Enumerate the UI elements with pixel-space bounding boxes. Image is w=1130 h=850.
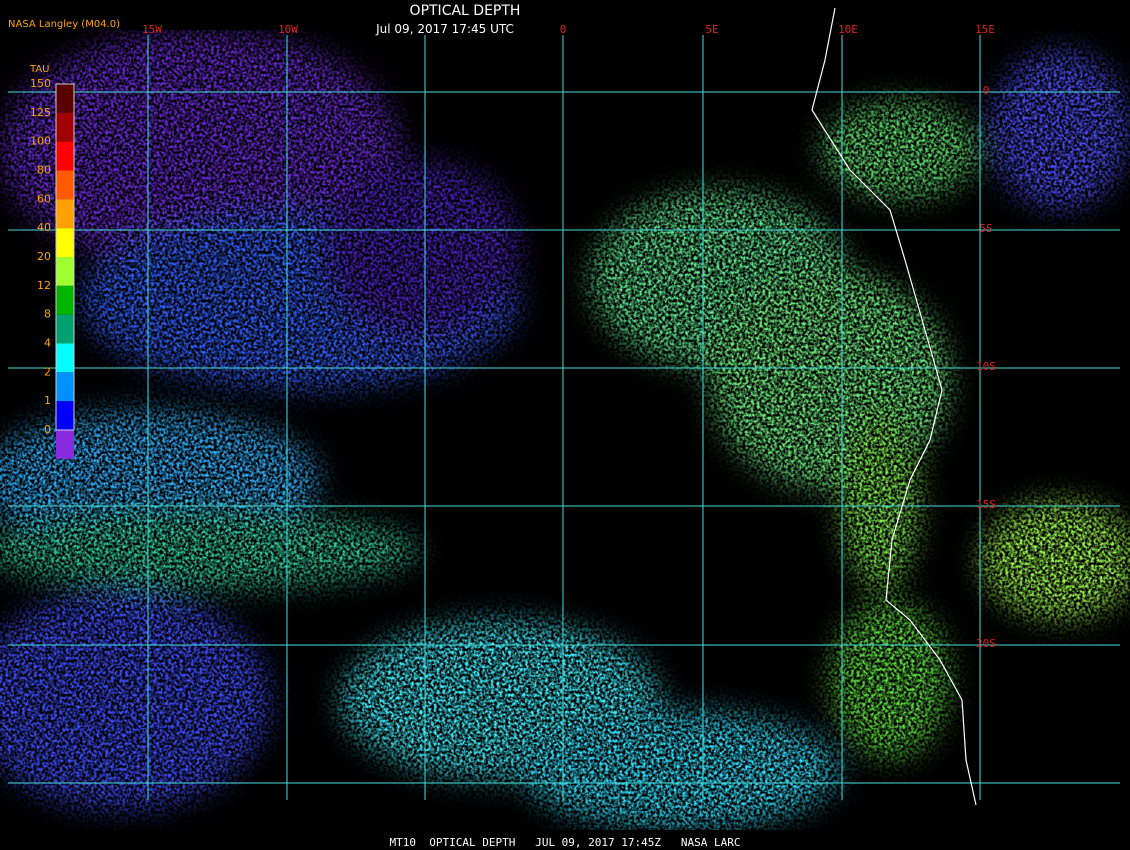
lon-label: 10W — [278, 23, 298, 36]
legend-frame — [55, 83, 75, 431]
latitude-labels: 0 5S 10S 15S 20S — [976, 84, 996, 650]
lon-label: 15E — [975, 23, 995, 36]
legend-swatch — [56, 257, 74, 286]
lat-label: 15S — [976, 498, 996, 511]
legend-swatch — [56, 401, 74, 430]
legend-label: 0 — [44, 423, 51, 436]
legend-label: 2 — [44, 365, 51, 378]
datetime: Jul 09, 2017 17:45 UTC — [375, 22, 514, 36]
title: OPTICAL DEPTH — [410, 3, 521, 19]
legend-label: 20 — [37, 250, 51, 263]
lat-label: 20S — [976, 637, 996, 650]
legend-label: 1 — [44, 394, 51, 407]
longitude-labels: 15W 10W 0 5E 10E 15E — [142, 23, 995, 36]
legend-label: 40 — [37, 221, 51, 234]
credit: NASA Langley (M04.0) — [8, 19, 120, 30]
legend-label: 12 — [37, 279, 51, 292]
legend-swatch — [56, 170, 74, 200]
lat-label: 5S — [979, 222, 992, 235]
lat-label: 10S — [976, 360, 996, 373]
footer: MT10 OPTICAL DEPTH JUL 09, 2017 17:45Z N… — [390, 836, 741, 849]
lon-label: 10E — [838, 23, 858, 36]
legend-swatch — [56, 372, 74, 402]
legend-label: 8 — [44, 308, 51, 321]
legend-swatch — [56, 228, 74, 257]
legend-label: 4 — [44, 337, 51, 350]
legend-label: 100 — [30, 135, 51, 148]
legend-swatch — [56, 199, 74, 229]
color-legend: 150 125 100 80 60 40 20 12 8 4 2 1 0 — [30, 77, 75, 459]
lat-label: 0 — [983, 84, 990, 97]
lon-label: 5E — [705, 23, 718, 36]
lon-label: 0 — [560, 23, 567, 36]
legend-label: 150 — [30, 77, 51, 90]
legend-swatch — [56, 112, 74, 142]
legend-label: 60 — [37, 192, 51, 205]
legend-swatch — [56, 285, 74, 315]
legend-swatch — [56, 84, 74, 113]
lon-label: 15W — [142, 23, 162, 36]
graticule — [8, 35, 1120, 800]
legend-swatch — [56, 314, 74, 344]
legend-swatch — [56, 141, 74, 171]
legend-swatch — [56, 430, 74, 459]
legend-title: TAU — [29, 64, 50, 75]
legend-swatch — [56, 343, 74, 373]
coastline — [811, 7, 977, 806]
legend-label: 80 — [37, 164, 51, 177]
legend-label: 125 — [30, 106, 51, 119]
